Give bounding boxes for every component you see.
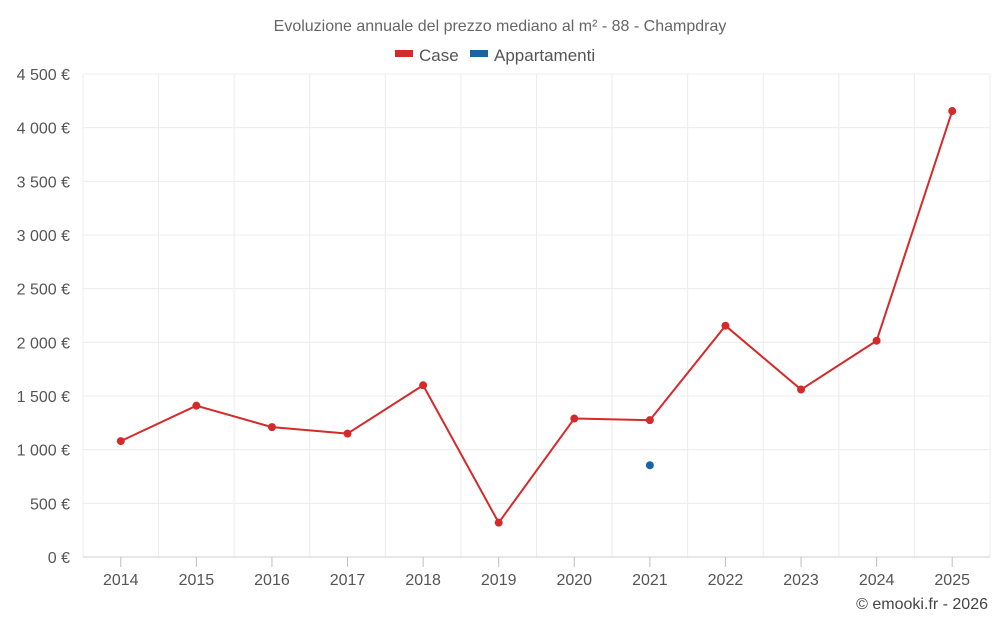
x-tick-label: 2020	[556, 572, 592, 589]
data-point-case[interactable]	[116, 437, 125, 446]
legend-label-case: Case	[419, 46, 459, 65]
chart-title: Evoluzione annuale del prezzo mediano al…	[274, 18, 727, 35]
x-grid	[82, 74, 991, 557]
data-point-case[interactable]	[494, 518, 503, 527]
series-line-case	[120, 110, 954, 524]
y-tick-label: 4 000 €	[17, 121, 70, 138]
x-tick-label: 2016	[254, 572, 290, 589]
data-point-case[interactable]	[721, 321, 730, 330]
y-tick-label: 3 500 €	[17, 174, 70, 191]
data-point-case[interactable]	[872, 336, 881, 345]
data-point-case[interactable]	[343, 429, 352, 438]
x-tick-label: 2014	[103, 572, 139, 589]
legend-item-case[interactable]: Case	[395, 46, 459, 65]
data-point-case[interactable]	[645, 416, 654, 425]
x-tick-label: 2022	[708, 572, 744, 589]
data-point-case[interactable]	[948, 107, 957, 116]
y-tick-label: 2 500 €	[17, 282, 70, 299]
x-tick-label: 2017	[330, 572, 366, 589]
x-tick-label: 2025	[934, 572, 970, 589]
data-point-appartamenti[interactable]	[645, 461, 654, 470]
y-tick-label: 1 500 €	[17, 389, 70, 406]
legend-item-appartamenti[interactable]: Appartamenti	[470, 46, 595, 65]
legend-label-appartamenti: Appartamenti	[494, 46, 595, 65]
credit: © emooki.fr - 2026	[856, 596, 988, 613]
data-point-case[interactable]	[570, 414, 579, 423]
x-tick-label: 2018	[405, 572, 441, 589]
series-points	[116, 107, 957, 527]
data-point-case[interactable]	[267, 423, 276, 432]
data-point-case[interactable]	[192, 401, 201, 410]
y-tick-label: 0 €	[48, 550, 70, 567]
x-tick-label: 2024	[859, 572, 895, 589]
legend: Case Appartamenti	[395, 46, 595, 65]
y-tick-label: 4 500 €	[17, 67, 70, 84]
legend-swatch-appartamenti	[470, 50, 488, 57]
y-tick-label: 500 €	[30, 496, 70, 513]
legend-swatch-case	[395, 50, 413, 57]
series-lines	[120, 110, 954, 524]
x-tick-label: 2021	[632, 572, 668, 589]
x-tick-label: 2023	[783, 572, 819, 589]
y-tick-label: 1 000 €	[17, 443, 70, 460]
x-axis-labels: 2014 2015 2016 2017 2018 2019 2020 2021 2022 2023…	[103, 557, 970, 589]
x-tick-label: 2019	[481, 572, 517, 589]
data-point-case[interactable]	[419, 381, 428, 390]
data-point-case[interactable]	[797, 385, 806, 394]
x-tick-label: 2015	[179, 572, 215, 589]
y-axis-labels: 0 € 500 € 1 000 € 1 500 € 2 000 € 2 500 € 3 00…	[17, 67, 70, 567]
y-tick-label: 2 000 €	[17, 335, 70, 352]
y-tick-label: 3 000 €	[17, 228, 70, 245]
